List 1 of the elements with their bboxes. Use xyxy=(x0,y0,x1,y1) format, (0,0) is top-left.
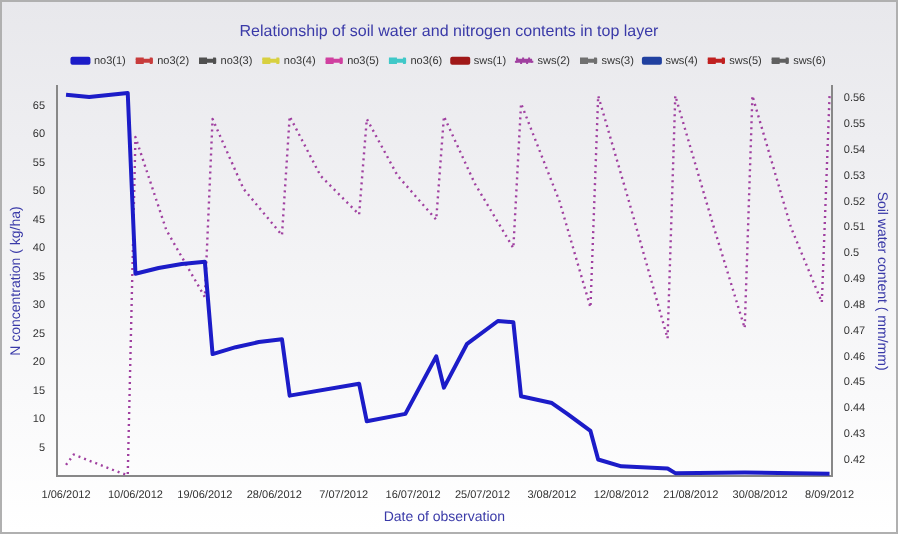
chart-title: Relationship of soil water and nitrogen contents in top layer xyxy=(239,22,660,41)
